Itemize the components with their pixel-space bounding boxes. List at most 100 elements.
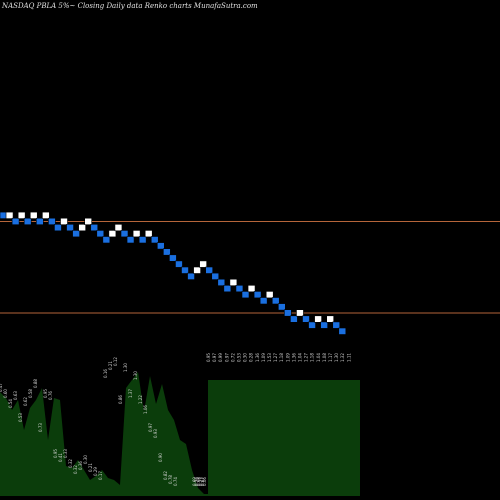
brick-down: [126, 236, 135, 244]
brick-up: [29, 211, 38, 219]
volume-label: 1.32: [340, 353, 345, 362]
brick-down: [11, 217, 20, 225]
volume-label: 1.37: [128, 389, 133, 398]
brick-down: [157, 242, 165, 250]
volume-label: 1.27: [304, 353, 309, 362]
volume-label: 0.77: [198, 477, 203, 486]
brick-down: [150, 236, 159, 244]
brick-up: [78, 224, 86, 232]
volume-label: 0.67: [200, 477, 205, 486]
brick-down: [35, 217, 44, 225]
brick-down: [290, 315, 298, 323]
brick-up: [42, 211, 50, 219]
brick-down: [96, 230, 105, 238]
brick-down: [187, 272, 195, 280]
volume-label: 0.86: [118, 395, 123, 404]
volume-label: 0.95: [206, 353, 211, 362]
chart-title: NASDAQ PBLA 5%~ Closing Daily data Renko…: [2, 2, 258, 10]
brick-up: [114, 224, 123, 232]
volume-label: 1.18: [279, 353, 284, 362]
volume-label: 1.30: [123, 363, 128, 372]
volume-label: 1.11: [346, 353, 351, 362]
brick-down: [90, 224, 99, 232]
volume-area: [0, 372, 360, 496]
brick-down: [284, 309, 292, 317]
volume-label: 0.88: [33, 379, 38, 388]
volume-label: 0.33: [63, 449, 68, 458]
volume-fill: [0, 372, 360, 496]
brick-down: [211, 272, 220, 280]
brick-down: [332, 321, 341, 329]
volume-label: 0.06: [202, 477, 207, 486]
volume-label: 0.28: [249, 353, 254, 362]
volume-label: 1.30: [133, 371, 138, 380]
volume-label: 1.09: [285, 353, 290, 362]
volume-label: 1.04: [316, 353, 321, 362]
volume-label: 1.36: [291, 353, 296, 362]
brick-down: [271, 297, 280, 305]
volume-label: 0.63: [13, 391, 18, 400]
volume-label: 1.09: [261, 353, 266, 362]
brick-up: [247, 284, 256, 293]
brick-up: [5, 211, 14, 219]
brick-down: [338, 327, 347, 335]
volume-label: 0.29: [93, 467, 98, 476]
volume-label: 0.68: [196, 477, 201, 486]
volume-label: 0.47: [0, 383, 3, 392]
brick-down: [138, 236, 147, 244]
volume-label: 1.27: [273, 353, 278, 362]
volume-label: 0.32: [68, 459, 73, 468]
volume-label: 0.62: [23, 397, 28, 406]
brick-down: [320, 321, 328, 329]
brick-down: [259, 297, 268, 305]
brick-up: [314, 315, 322, 323]
brick-down: [72, 230, 80, 238]
volume-label: 0.93: [153, 429, 158, 438]
volume-label: 0.21: [108, 361, 113, 370]
volume-label: 0.69: [192, 477, 197, 486]
volume-label: 0.90: [158, 453, 163, 462]
brick-down: [235, 284, 244, 293]
volume-label: 0.17: [98, 471, 103, 480]
volume-label: 0.76: [194, 477, 199, 486]
brick-up: [17, 211, 26, 219]
brick-down: [54, 224, 62, 232]
brick-down: [102, 236, 111, 244]
reference-lines: [0, 220, 500, 314]
brick-down: [302, 315, 310, 323]
volume-label: 0.82: [163, 471, 168, 480]
volume-label: 1.06: [143, 405, 148, 414]
brick-up: [108, 230, 117, 238]
brick-down: [205, 266, 213, 274]
brick-down: [23, 217, 32, 225]
brick-down: [163, 248, 171, 256]
volume-label: 1.18: [310, 353, 315, 362]
brick-down: [66, 224, 74, 232]
volume-label: 0.74: [173, 477, 178, 486]
brick-up: [84, 217, 92, 225]
brick-up: [296, 309, 304, 317]
volume-label: 0.16: [103, 369, 108, 378]
volume-label: 1.36: [255, 353, 260, 362]
brick-up: [60, 217, 68, 225]
volume-label: 0.36: [78, 461, 83, 470]
volume-label: 0.97: [212, 353, 217, 362]
volume-label: 0.21: [88, 463, 93, 472]
volume-label: 0.53: [18, 413, 23, 422]
brick-down: [241, 291, 250, 299]
brick-down: [175, 260, 183, 268]
brick-down: [217, 278, 226, 287]
volume-label: 0.53: [237, 353, 242, 362]
brick-down: [308, 321, 316, 329]
brick-down: [120, 230, 129, 238]
brick-down: [253, 291, 262, 299]
volume-label: 0.30: [243, 353, 248, 362]
volume-label: 0.73: [38, 423, 43, 432]
brick-up: [229, 278, 238, 287]
brick-up: [326, 315, 335, 323]
brick-down: [48, 217, 56, 225]
volume-label: 0.76: [48, 391, 53, 400]
brick-up: [132, 230, 141, 238]
brick-down: [169, 254, 177, 262]
